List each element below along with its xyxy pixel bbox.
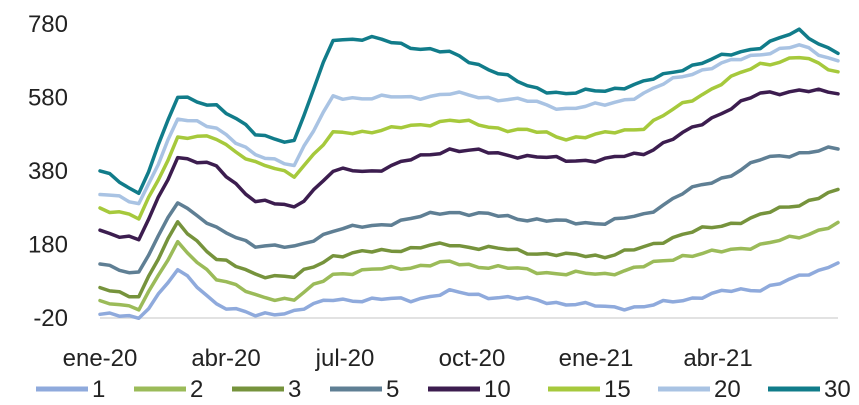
legend-label-30: 30 xyxy=(824,376,851,403)
series-line-3 xyxy=(98,187,840,299)
x-tick-label: abr-21 xyxy=(683,345,752,372)
legend-label-2: 2 xyxy=(190,376,203,403)
series-line-5 xyxy=(98,145,840,275)
x-tick-label: jul-20 xyxy=(315,345,375,372)
x-tick-label: ene-20 xyxy=(63,345,138,372)
legend-label-15: 15 xyxy=(604,376,631,403)
legend-label-5: 5 xyxy=(386,376,399,403)
legend: 1 2 3 5 10 15 20 30 xyxy=(36,376,851,403)
series-lines xyxy=(98,27,840,321)
legend-label-1: 1 xyxy=(92,376,105,403)
y-tick-label: 580 xyxy=(28,85,68,112)
series-line-15 xyxy=(98,55,840,221)
x-tick-label: abr-20 xyxy=(191,345,260,372)
series-line-20 xyxy=(98,43,840,206)
y-tick-label: 380 xyxy=(28,158,68,185)
series-line-1 xyxy=(98,261,840,321)
series-line-30 xyxy=(98,27,840,196)
y-tick-label: -20 xyxy=(33,305,68,332)
x-tick-label: ene-21 xyxy=(559,345,634,372)
y-tick-label: 180 xyxy=(28,232,68,259)
y-tick-label: 780 xyxy=(28,11,68,38)
series-line-10 xyxy=(98,87,840,242)
x-tick-label: oct-20 xyxy=(439,345,506,372)
legend-label-20: 20 xyxy=(714,376,741,403)
series-line-2 xyxy=(98,220,840,312)
x-axis: ene-20 abr-20 jul-20 oct-20 ene-21 abr-21 xyxy=(63,317,838,372)
legend-label-10: 10 xyxy=(484,376,511,403)
y-axis: 780 580 380 180 -20 xyxy=(28,11,68,332)
legend-label-3: 3 xyxy=(288,376,301,403)
